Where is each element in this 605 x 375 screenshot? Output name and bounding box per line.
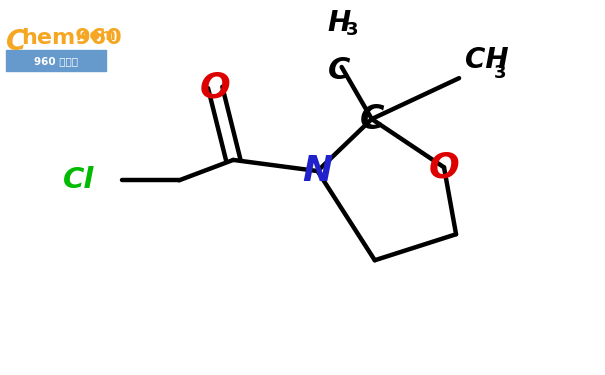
Text: Cl: Cl (64, 166, 95, 194)
Text: C: C (359, 102, 384, 135)
Text: C: C (6, 28, 27, 56)
Text: .com: .com (76, 28, 116, 43)
Text: 960 化工网: 960 化工网 (34, 56, 78, 66)
Text: O: O (429, 150, 459, 184)
Text: CH: CH (465, 46, 509, 74)
Text: N: N (302, 154, 333, 188)
Text: 3: 3 (345, 21, 358, 39)
Text: O: O (200, 70, 231, 105)
Text: H: H (327, 9, 350, 37)
Text: hem960: hem960 (21, 28, 122, 48)
Bar (6, 50, 106, 71)
Text: C: C (327, 56, 350, 85)
Text: 3: 3 (494, 64, 506, 82)
